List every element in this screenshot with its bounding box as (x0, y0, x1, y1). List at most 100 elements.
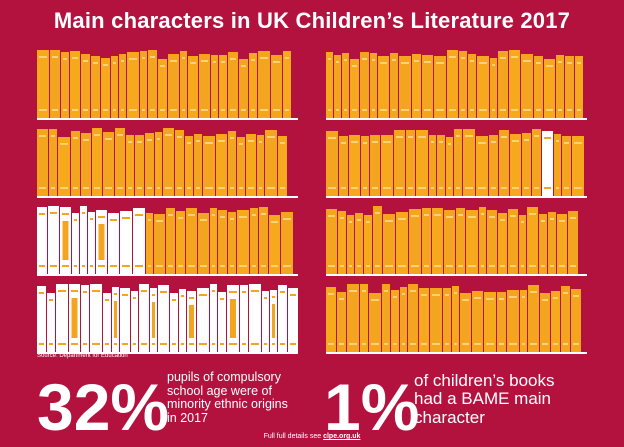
book-band (150, 109, 155, 111)
book-band (486, 298, 494, 300)
book-band (341, 187, 346, 189)
book (422, 208, 431, 274)
book-band (58, 343, 66, 345)
book-band (199, 343, 207, 345)
book (334, 55, 341, 118)
book (373, 206, 382, 274)
book-band (577, 62, 581, 64)
book (370, 135, 380, 196)
book (508, 209, 518, 274)
book (61, 52, 69, 118)
book-band (172, 343, 176, 345)
book-band (39, 56, 47, 58)
book-band (512, 140, 519, 142)
book-band (478, 142, 486, 144)
book (432, 208, 443, 274)
book (510, 134, 521, 196)
book-band (122, 217, 130, 219)
book-band (328, 187, 336, 189)
book (140, 51, 147, 118)
book-band (402, 343, 405, 345)
book-band (375, 212, 380, 214)
book-band (574, 142, 582, 144)
book-band (352, 109, 357, 111)
book-band (259, 187, 262, 189)
book-band (344, 109, 347, 111)
book-band (349, 290, 357, 292)
book-band (328, 58, 331, 60)
book-band (74, 219, 77, 221)
book (369, 293, 381, 352)
book-band (156, 265, 163, 267)
book (548, 212, 556, 274)
book (175, 130, 184, 196)
stat-text-books: of children’s books had a BAME main char… (414, 371, 555, 427)
book (562, 136, 571, 196)
book-band (556, 187, 559, 189)
book (163, 128, 174, 196)
book-band (147, 139, 152, 141)
book (498, 51, 508, 118)
stat-line: of children’s books (414, 371, 555, 390)
book (444, 210, 455, 274)
book-band (92, 343, 100, 345)
book-band (73, 137, 78, 139)
book (459, 51, 467, 118)
book-band (113, 62, 116, 64)
book-band (71, 343, 78, 345)
book (259, 207, 268, 274)
book-band (349, 265, 352, 267)
book (520, 290, 527, 352)
book-band (273, 61, 280, 63)
book-band (558, 109, 562, 111)
book-band (468, 265, 476, 267)
book-band (336, 109, 339, 111)
book-band (542, 299, 548, 301)
book-band (357, 265, 361, 267)
book-band (220, 298, 224, 300)
book (211, 55, 218, 118)
book-band (396, 187, 403, 189)
book-band (414, 109, 419, 111)
book (80, 206, 87, 274)
book-band (479, 109, 487, 111)
book-band (172, 299, 176, 301)
book-band (122, 343, 128, 345)
book (103, 293, 111, 352)
book-band (49, 343, 53, 345)
book-band (230, 58, 236, 60)
book-band (371, 343, 379, 345)
book (360, 284, 368, 352)
book (507, 290, 519, 352)
book-band (362, 109, 367, 111)
stat-line: minority ethnic origins (167, 397, 288, 411)
book-band (114, 343, 117, 345)
book-band (39, 213, 45, 215)
book-band (218, 140, 225, 142)
book (339, 136, 348, 196)
book-band (530, 291, 537, 293)
book-band (98, 216, 105, 218)
book-band (72, 109, 78, 111)
book-band (499, 343, 504, 345)
book (364, 215, 372, 274)
book-band (110, 219, 117, 221)
book-band (212, 265, 215, 267)
book-band (105, 187, 112, 189)
book-band (328, 343, 334, 345)
shelf (37, 274, 298, 276)
book (283, 51, 291, 118)
footer-link[interactable]: clpe.org.uk (323, 433, 361, 440)
book (203, 136, 215, 196)
book (381, 135, 393, 196)
book-band (52, 56, 58, 58)
book (262, 291, 269, 352)
book-band (261, 213, 266, 215)
book-band (229, 291, 237, 293)
book-band (239, 143, 243, 145)
book-band (188, 265, 195, 267)
book (81, 285, 89, 352)
book-band (103, 109, 108, 111)
book-band (383, 141, 391, 143)
book (419, 288, 429, 352)
